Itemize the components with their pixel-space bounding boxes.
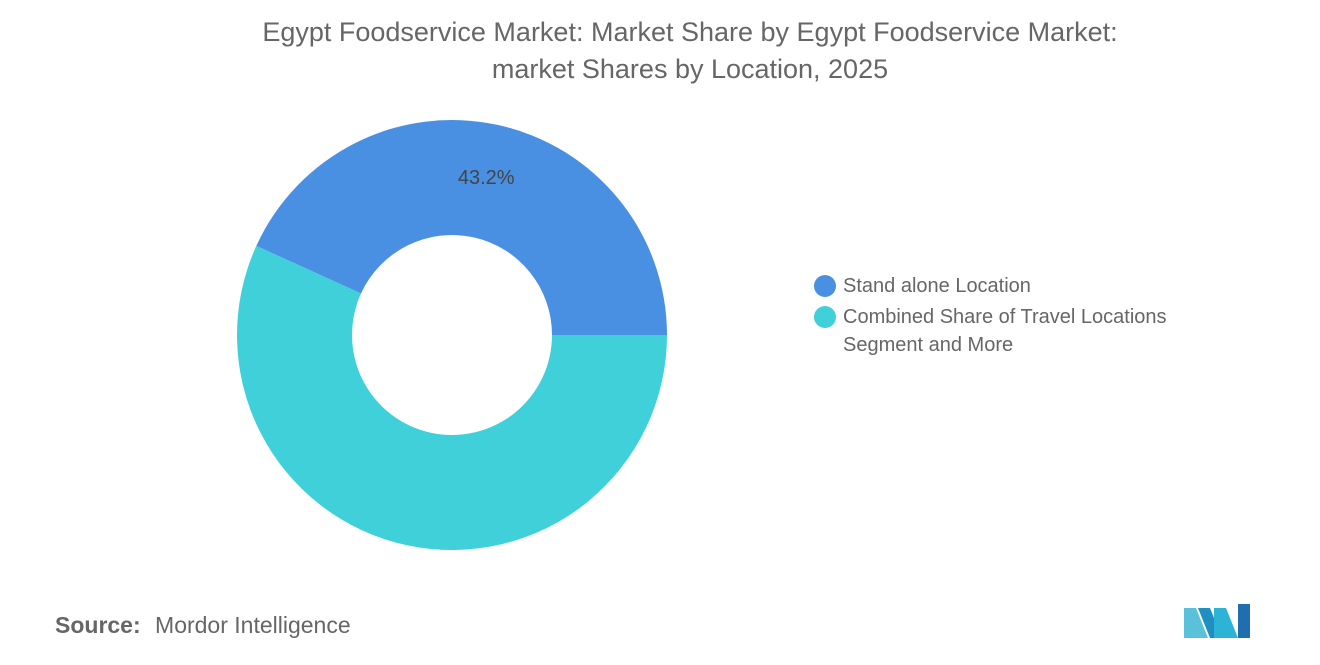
legend-swatch-travel-locations: [814, 306, 836, 328]
legend-item-travel-locations: Combined Share of Travel Locations Segme…: [814, 303, 1234, 359]
legend-label-stand-alone: Stand alone Location: [843, 275, 1031, 297]
chart-title-line-2: market Shares by Location, 2025: [491, 54, 889, 84]
source-label: Source:: [55, 612, 141, 638]
data-label-stand-alone: 43.2%: [458, 167, 515, 189]
source-value: Mordor Intelligence: [155, 612, 351, 638]
mordor-intelligence-logo: [1184, 604, 1250, 638]
chart-title-line-1: Egypt Foodservice Market: Market Share b…: [262, 17, 1118, 47]
source-note: Source: Mordor Intelligence: [55, 612, 351, 639]
donut-slice-stand-alone: [256, 119, 667, 335]
legend-label-travel-locations: Combined Share of Travel Locations Segme…: [843, 306, 1167, 356]
chart-title: Egypt Foodservice Market: Market Share b…: [0, 14, 1320, 88]
chart-legend: Stand alone Location Combined Share of T…: [814, 272, 1234, 362]
donut-slice-travel-locations: [237, 245, 667, 550]
legend-item-stand-alone: Stand alone Location: [814, 272, 1234, 300]
legend-swatch-stand-alone: [814, 275, 836, 297]
